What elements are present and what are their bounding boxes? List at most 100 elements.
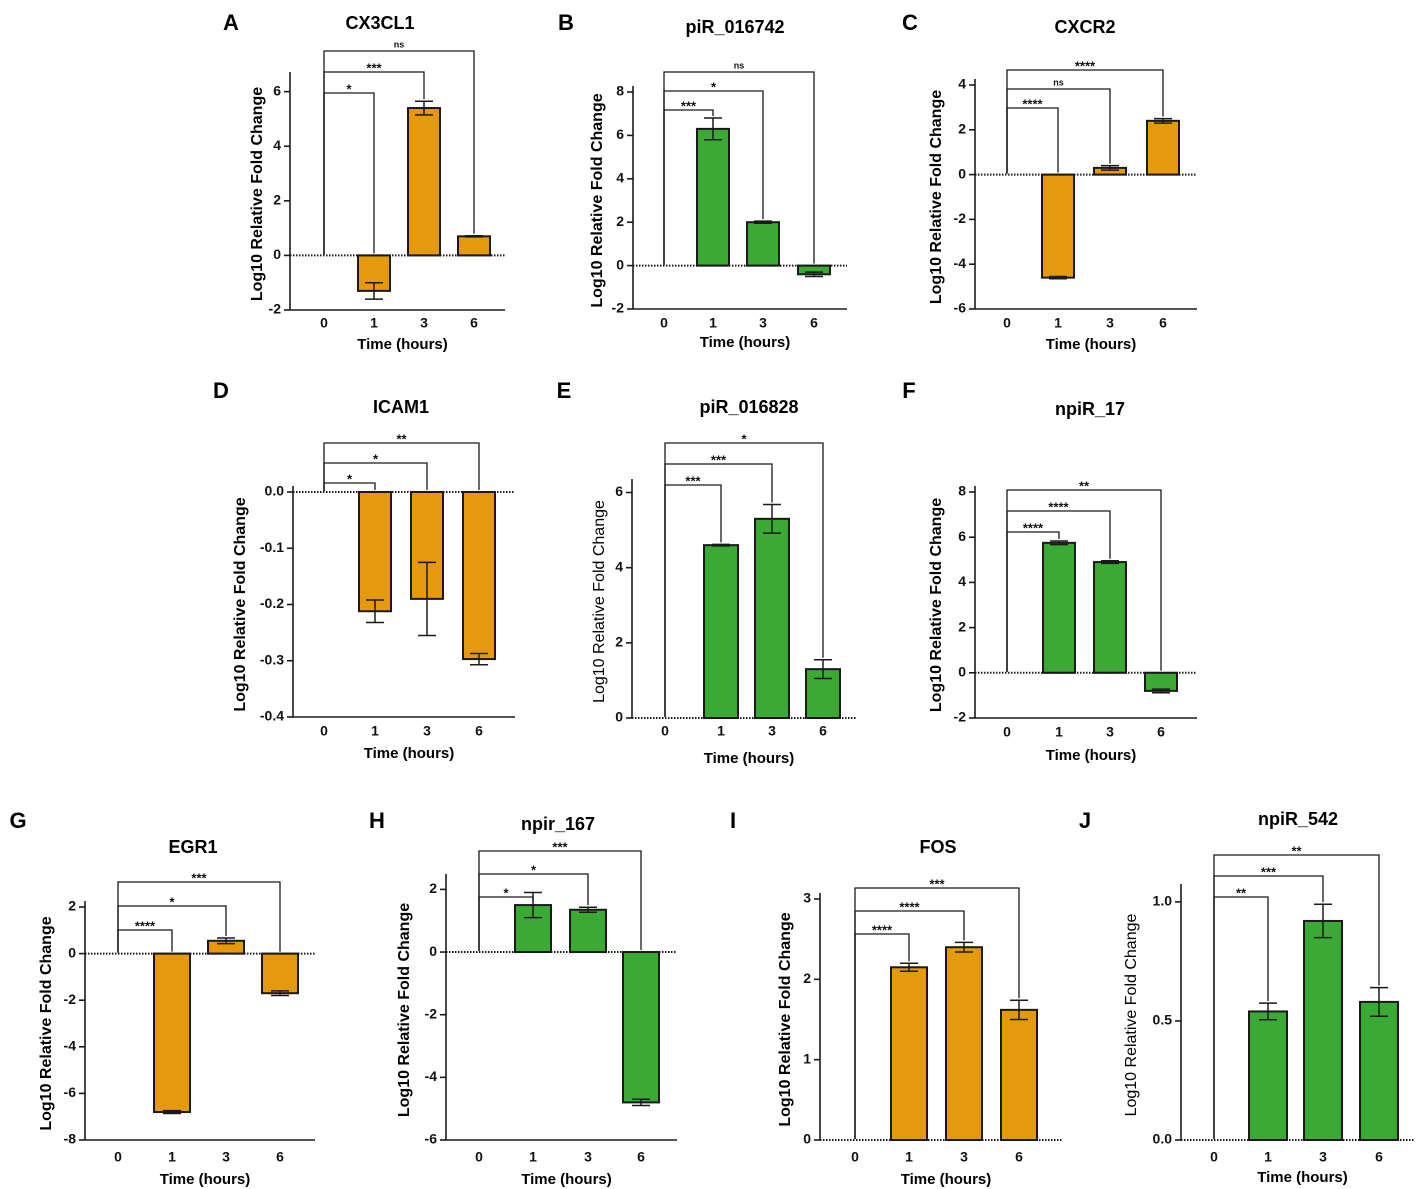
significance-label: ** [1079,478,1090,493]
y-tick-label: 2 [958,618,966,634]
x-tick-label: 3 [1319,1149,1327,1165]
y-tick-label: -8 [64,1131,77,1147]
y-tick-label: 0 [429,943,437,959]
bar [1041,173,1075,279]
y-tick-label: 4 [958,76,966,92]
bar [1000,1008,1038,1141]
significance-label: ** [396,431,407,446]
y-axis-label: Log10 Relative Fold Change [928,498,945,712]
significance-bracket [1006,69,1164,174]
significance-bracket [478,850,642,952]
y-tick-label: -6 [954,300,967,316]
significance-bracket [323,50,475,255]
x-tick-label: 3 [222,1149,230,1165]
x-tick-label: 6 [470,315,478,331]
y-tick-label: 0 [68,944,76,960]
y-tick-label: 4 [273,137,281,153]
x-tick-label: 1 [717,723,725,739]
bar [703,544,739,719]
bar [696,127,730,267]
bar [1248,1010,1288,1142]
x-tick-label: 0 [851,1149,859,1165]
significance-label: **** [1075,58,1096,73]
panel-c: C CXCR2 -6 -4 -2 0 2 4 Log10 Relative Fold Chang… [902,10,1197,353]
y-tick-label: 0 [803,1131,811,1147]
y-tick-label: 1 [803,1050,811,1066]
bar [1042,541,1076,674]
y-tick-label: 6 [273,82,281,98]
y-tick-label: -2 [954,709,967,725]
y-tick-label: -2 [425,1005,438,1021]
chart-title: npiR_542 [1258,809,1338,829]
significance-bracket [323,442,480,491]
x-tick-label: 0 [1003,724,1011,740]
significance-label: **** [1048,499,1069,514]
chart-title: CX3CL1 [345,13,414,33]
bar [622,951,660,1104]
panel-letter: D [213,378,229,403]
panel-letter: G [9,808,26,833]
x-tick-label: 6 [810,315,818,331]
y-tick-label: 0 [958,165,966,181]
bar [1144,671,1178,692]
x-tick-label: 6 [1159,315,1167,331]
y-axis-label: Log10 Relative Fold Change [1123,914,1140,1117]
significance-bracket [854,887,1020,1139]
panel-letter: H [369,808,385,833]
x-axis-label: Time (hours) [1257,1169,1348,1186]
x-tick-label: 1 [371,723,379,739]
significance-label: *** [366,60,382,75]
x-tick-label: 0 [1210,1149,1218,1165]
x-tick-label: 3 [423,723,431,739]
y-tick-label: 6 [958,528,966,544]
bar [754,517,790,719]
bar [407,107,441,257]
x-tick-label: 0 [661,723,669,739]
bar [457,235,491,257]
bar [569,908,607,954]
significance-label: *** [191,870,207,885]
y-tick-label: 0 [616,256,624,272]
significance-label: *** [1261,864,1277,879]
panel-letter: A [223,10,239,35]
significance-bracket [323,92,375,255]
significance-label: *** [929,876,945,891]
chart-title: FOS [919,837,956,857]
chart-title: EGR1 [168,837,217,857]
y-tick-label: -0.3 [260,651,284,667]
x-axis-label: Time (hours) [700,334,791,351]
y-tick-label: 6 [615,483,623,499]
x-tick-label: 0 [320,315,328,331]
significance-label: * [346,81,352,96]
panel-i: I FOS 0 1 2 3 Log10 Relative Fold Change 0 1 3 6 Ti… [730,808,1062,1188]
significance-bracket [117,881,281,953]
bar [358,491,392,613]
chart-title: npir_167 [521,814,595,834]
significance-bracket [663,71,815,265]
chart-title: CXCR2 [1054,17,1115,37]
chart-title: piR_016828 [699,397,798,417]
y-tick-label: 4 [958,573,966,589]
y-tick-label: -2 [954,210,967,226]
y-tick-label: -2 [269,301,282,317]
bar [1359,1000,1399,1142]
y-tick-label: 0 [958,664,966,680]
y-tick-label: 8 [616,83,624,99]
bar [462,491,496,661]
significance-label: * [711,79,717,94]
y-tick-label: -0.4 [260,708,284,724]
panel-a: A CX3CL1 -2 0 2 4 6 Log10 Relative Fold Change 0… [223,10,505,353]
y-tick-label: 0 [615,709,623,725]
y-tick-label: -6 [64,1084,77,1100]
x-axis-label: Time (hours) [364,745,455,762]
x-axis-label: Time (hours) [1046,747,1137,764]
significance-label: *** [685,473,701,488]
significance-label: * [373,451,379,466]
y-tick-label: -0.2 [260,595,284,611]
y-tick-label: 2 [429,880,437,896]
chart-title: piR_016742 [685,17,784,37]
y-tick-label: -6 [425,1131,438,1147]
